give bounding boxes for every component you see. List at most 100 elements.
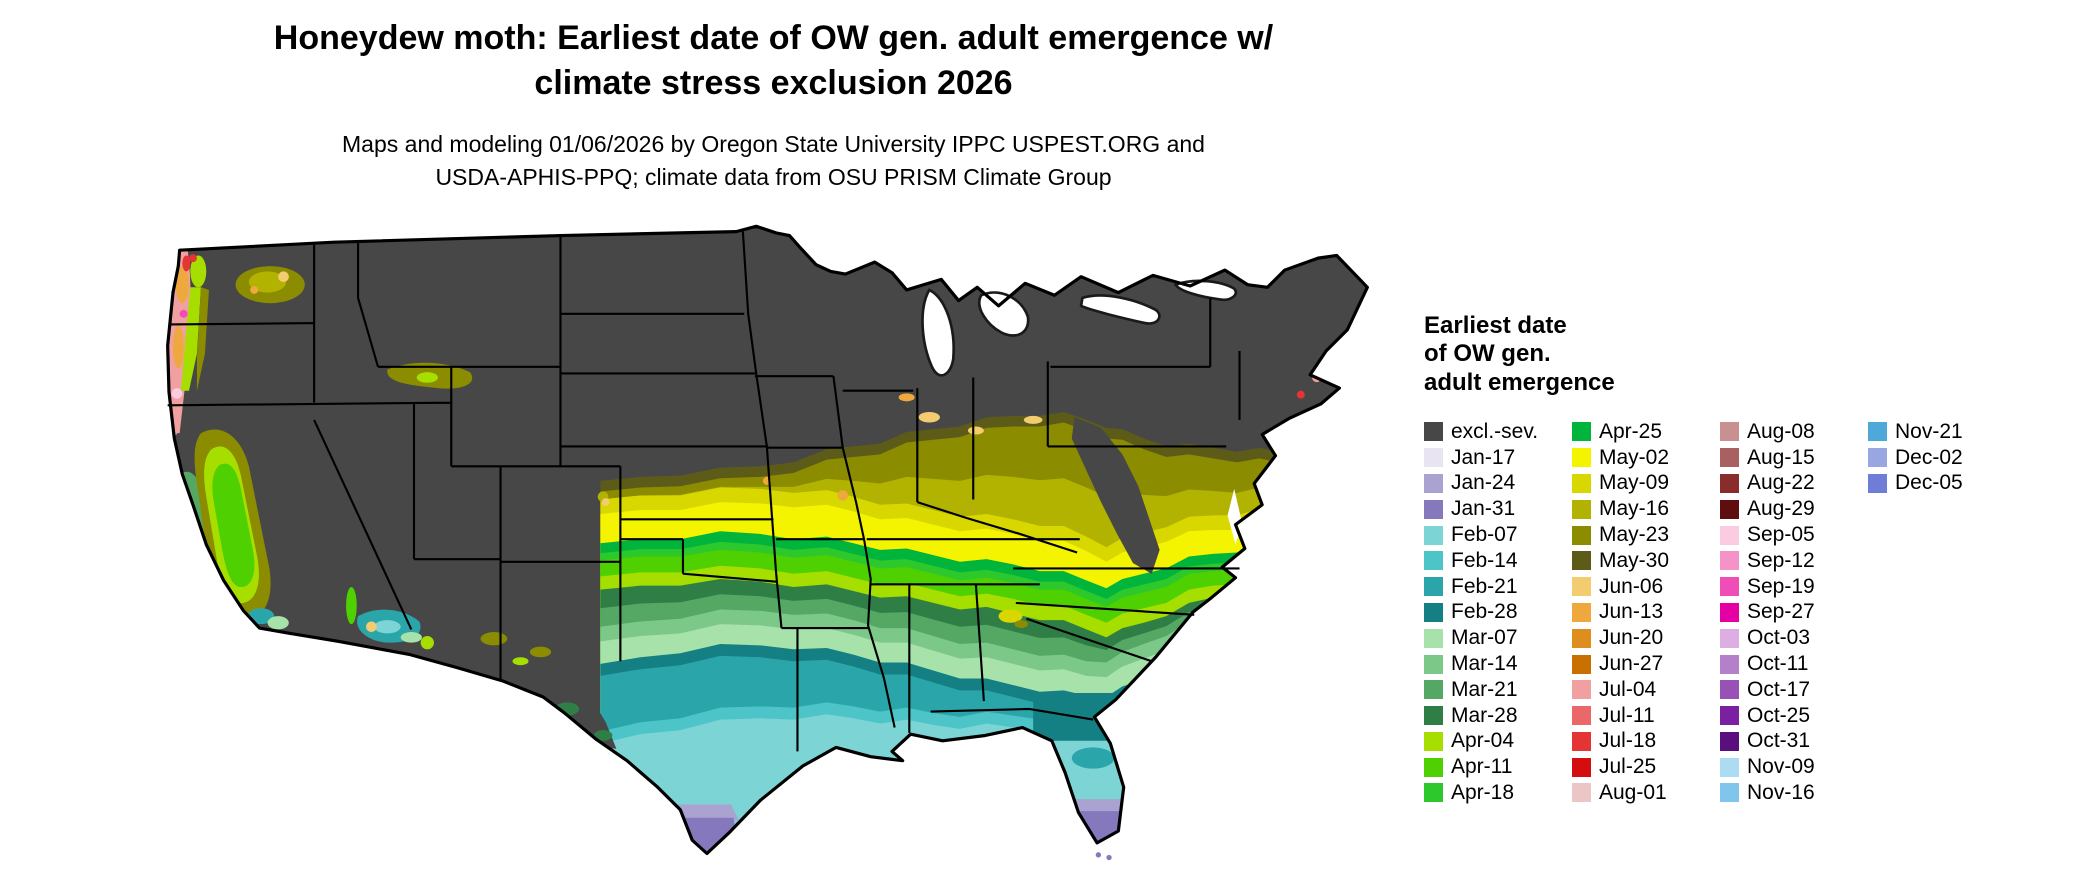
legend-swatch [1572, 680, 1591, 700]
legend-swatch [1424, 757, 1443, 777]
map-region-seattle-red [188, 254, 197, 263]
legend-item: May-30 [1572, 548, 1712, 574]
map-region-columbia-orange [250, 285, 259, 294]
legend-item: Aug-29 [1720, 496, 1860, 522]
legend-item: Nov-21 [1868, 419, 2008, 445]
florida-keys-dot1 [1095, 852, 1102, 858]
legend-item: Sep-12 [1720, 548, 1860, 574]
legend-swatch [1424, 577, 1443, 597]
map-region-stlouis-orange [837, 490, 849, 501]
legend-item: Feb-07 [1424, 522, 1564, 548]
legend-swatch [1572, 525, 1591, 545]
map-region-nm-olive2 [529, 646, 552, 658]
legend-label: Aug-08 [1747, 419, 1815, 443]
legend-label: Nov-16 [1747, 780, 1815, 804]
legend-label: Sep-12 [1747, 548, 1815, 572]
legend-swatch [1572, 551, 1591, 571]
legend-swatch [1424, 602, 1443, 622]
legend-swatch [1720, 680, 1739, 700]
legend-swatch [1572, 577, 1591, 597]
map-region-nm-chartreuse [512, 657, 529, 666]
legend-item: Oct-11 [1720, 651, 1860, 677]
map-fill-layers [167, 226, 1368, 854]
legend-item: Feb-28 [1424, 600, 1564, 626]
legend-swatch [1572, 654, 1591, 674]
legend-swatch [1720, 499, 1739, 519]
legend-entries: excl.-sev. Jan-17 Jan-24 Jan-31 Feb-07 Feb-14… [1424, 419, 2084, 806]
legend-swatch [1424, 473, 1443, 493]
state-borders [167, 231, 1241, 752]
florida-keys [1095, 852, 1112, 861]
legend-item: Mar-14 [1424, 651, 1564, 677]
map-region-wa-coast-blue2 [170, 247, 176, 253]
legend-swatch [1424, 731, 1443, 751]
map-region-az-chartreuse [420, 636, 434, 650]
map-region-willamette-olive [196, 287, 209, 391]
legend-swatch [1720, 525, 1739, 545]
legend-item: Oct-17 [1720, 677, 1860, 703]
legend-column: Apr-25 May-02 May-09 May-16 May-23 May-30 Jun-… [1572, 419, 1712, 806]
map-region-ohio-tan [1023, 415, 1043, 424]
legend-swatch [1720, 551, 1739, 571]
legend-item: Jun-20 [1572, 625, 1712, 651]
legend-label: Aug-15 [1747, 445, 1815, 469]
legend-label: Feb-21 [1451, 574, 1518, 598]
us-map [161, 221, 1386, 884]
map-region-puget-lowland-green [190, 255, 207, 288]
map-region-puget-red [182, 255, 191, 272]
legend-label: Jan-24 [1451, 471, 1516, 495]
legend-label: Sep-19 [1747, 574, 1815, 598]
legend-label: Apr-11 [1451, 755, 1513, 779]
legend-label: Oct-31 [1747, 729, 1811, 753]
legend-label: Jun-27 [1599, 652, 1664, 675]
legend-item: Aug-22 [1720, 471, 1860, 497]
legend-item: Jan-31 [1424, 496, 1564, 522]
legend-swatch [1424, 448, 1443, 468]
legend-swatch [1424, 783, 1443, 803]
legend-swatch [1572, 757, 1591, 777]
legend-item: Nov-16 [1720, 780, 1860, 806]
map-region-columbia-basin-inner [248, 271, 287, 293]
legend-item: Mar-07 [1424, 625, 1564, 651]
attribution-line2: USDA-APHIS-PPQ; climate data from OSU PR… [435, 164, 1112, 191]
legend-item: Jun-06 [1572, 574, 1712, 600]
legend: Earliest date of OW gen. adult emergence… [1424, 312, 2084, 806]
legend-swatch [1720, 783, 1739, 803]
map-region-appalachians-excluded [1071, 417, 1160, 574]
legend-label: Jul-11 [1599, 703, 1655, 727]
legend-label: Jul-18 [1599, 729, 1657, 753]
legend-label: Apr-04 [1451, 729, 1515, 753]
main-title-line2: climate stress exclusion 2026 [534, 63, 1013, 102]
legend-label: Aug-01 [1599, 780, 1667, 804]
legend-item: Aug-01 [1572, 780, 1712, 806]
legend-label: Oct-25 [1747, 703, 1811, 727]
legend-swatch [1720, 731, 1739, 751]
legend-label: Oct-11 [1747, 652, 1809, 675]
legend-item: Feb-21 [1424, 574, 1564, 600]
legend-swatch [1868, 448, 1887, 468]
legend-item: Jul-04 [1572, 677, 1712, 703]
legend-swatch [1572, 473, 1591, 493]
legend-label: Mar-21 [1451, 677, 1518, 701]
attribution: Maps and modeling 01/06/2026 by Oregon S… [161, 128, 1386, 195]
us-map-svg [166, 224, 1369, 861]
legend-label: Jun-06 [1599, 574, 1664, 598]
map-region-columbia-tan [278, 271, 289, 282]
map-region-colorado-river-green [346, 586, 357, 625]
legend-title-line1: Earliest date [1424, 312, 1567, 339]
legend-swatch [1720, 757, 1739, 777]
map-region-or-coast-palepink [171, 388, 183, 399]
legend-swatch [1572, 499, 1591, 519]
legend-item: Mar-21 [1424, 677, 1564, 703]
map-region-az-desert-cyan [374, 620, 401, 634]
map-region-or-coast-orange1 [175, 266, 189, 304]
legend-label: May-16 [1599, 497, 1670, 521]
florida-keys-dot2 [1106, 854, 1112, 861]
legend-label: Jul-25 [1599, 755, 1657, 779]
legend-item: Nov-09 [1720, 754, 1860, 780]
legend-item: Apr-25 [1572, 419, 1712, 445]
legend-label: Jan-17 [1451, 445, 1516, 469]
legend-swatch [1424, 654, 1443, 674]
legend-item: Jul-11 [1572, 703, 1712, 729]
legend-title-line2: of OW gen. [1424, 340, 1551, 368]
